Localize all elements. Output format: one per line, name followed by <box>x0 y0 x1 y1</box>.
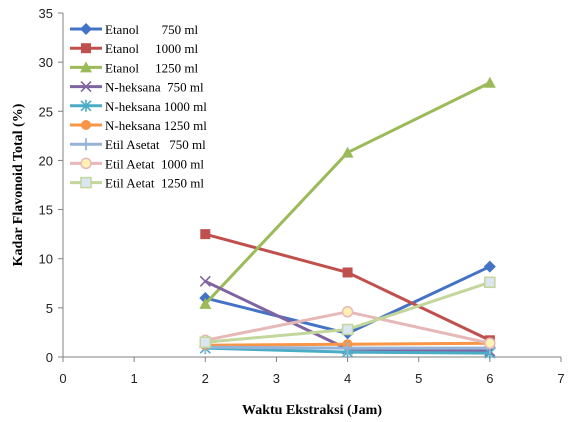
legend-item: Etil Aetat 1250 ml <box>70 176 204 191</box>
data-point <box>484 276 496 289</box>
y-tick-label: 20 <box>39 153 53 168</box>
data-point <box>342 267 353 278</box>
data-point <box>341 323 354 336</box>
series-9 <box>199 276 496 349</box>
legend-item: N-heksana 750 ml <box>70 80 204 95</box>
x-tick-label: 6 <box>486 371 493 386</box>
legend-item: Etanol 1250 ml <box>70 60 199 75</box>
y-tick-label: 25 <box>39 104 53 119</box>
data-point <box>341 342 354 355</box>
x-tick-label: 4 <box>344 371 351 386</box>
legend-marker <box>81 120 91 130</box>
legend-marker <box>80 138 92 151</box>
y-tick-label: 30 <box>39 55 53 70</box>
legend-label: Etil Aetat 1000 ml <box>105 156 204 171</box>
legend-item: Etanol 750 ml <box>70 22 199 37</box>
legend-label: Etil Asetat 750 ml <box>105 137 206 152</box>
series-layer <box>199 76 496 360</box>
legend-marker <box>80 99 92 112</box>
legend-item: N-heksana 1000 ml <box>70 99 207 114</box>
legend-label: Etil Aetat 1250 ml <box>105 176 204 191</box>
legend-marker <box>80 157 92 170</box>
x-tick-label: 3 <box>273 371 280 386</box>
x-tick-label: 2 <box>202 371 209 386</box>
y-tick-label: 35 <box>39 6 53 21</box>
y-tick-label: 10 <box>39 252 53 267</box>
legend-label: N-heksana 750 ml <box>105 80 204 95</box>
legend-item: Etanol 1000 ml <box>70 41 199 56</box>
legend-marker <box>81 43 91 54</box>
x-tick-label: 0 <box>59 371 66 386</box>
axes <box>58 12 562 362</box>
legend-label: Etanol 1250 ml <box>105 60 199 75</box>
y-tick-label: 5 <box>46 301 53 316</box>
legend: Etanol 750 ml Etanol 1000 ml Etanol 1250 m… <box>70 22 207 191</box>
data-point <box>341 306 354 318</box>
legend-marker <box>80 23 92 35</box>
tick-labels: 0 5 10 15 20 25 30 35 0 1 2 3 4 5 6 7 <box>39 6 565 386</box>
y-tick-label: 15 <box>39 203 53 218</box>
legend-item: Etil Asetat 750 ml <box>70 137 206 152</box>
data-point <box>483 76 496 88</box>
legend-item: Etil Aetat 1000 ml <box>70 156 204 171</box>
data-point <box>199 275 211 287</box>
data-point <box>484 337 496 349</box>
legend-item: N-heksana 1250 ml <box>70 118 207 133</box>
x-tick-label: 7 <box>557 371 564 386</box>
legend-label: N-heksana 1000 ml <box>105 99 207 114</box>
data-point <box>483 260 496 273</box>
legend-marker <box>80 81 92 93</box>
data-point <box>199 336 212 349</box>
legend-marker <box>80 176 92 189</box>
y-tick-label: 0 <box>46 350 53 365</box>
x-axis-title: Waktu Ekstraksi (Jam) <box>242 403 382 418</box>
x-tick-label: 5 <box>415 371 422 386</box>
legend-marker <box>80 61 92 73</box>
legend-label: Etanol 1000 ml <box>105 41 199 56</box>
legend-label: Etanol 750 ml <box>105 22 199 37</box>
data-point <box>199 297 212 309</box>
y-axis-title: Kadar Flavonoid Total (%) <box>11 103 26 266</box>
data-point <box>341 146 354 158</box>
legend-label: N-heksana 1250 ml <box>105 118 207 133</box>
series-3 <box>199 76 496 309</box>
data-point <box>200 229 211 240</box>
x-tick-label: 1 <box>131 371 138 386</box>
